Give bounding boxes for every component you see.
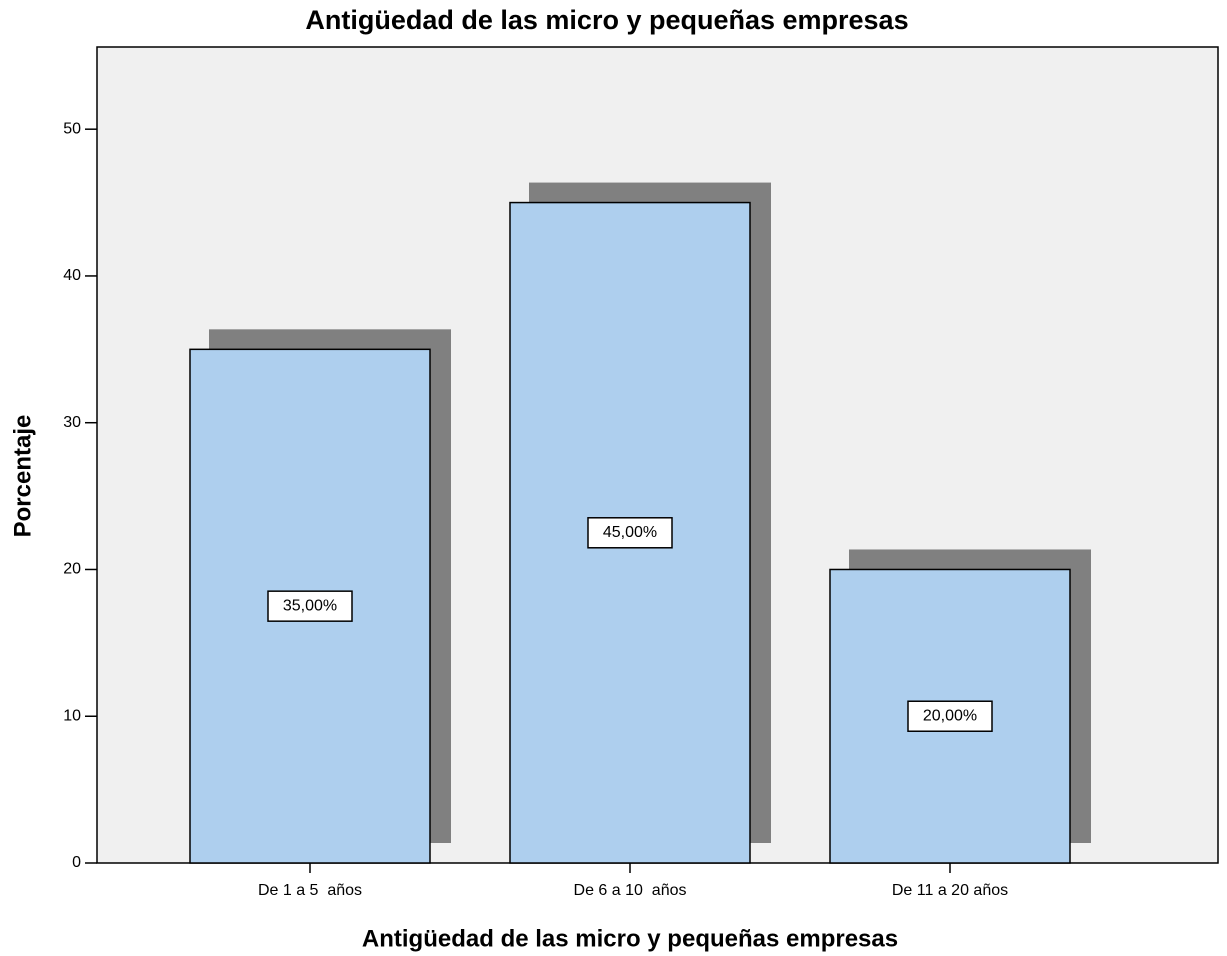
- value-label-box: [907, 700, 993, 732]
- x-tick-label: De 1 a 5 años: [258, 882, 362, 899]
- x-axis-title: Antigüedad de las micro y pequeñas empre…: [362, 925, 898, 952]
- y-tick-label: 20: [63, 561, 81, 578]
- y-tick-label: 50: [63, 120, 81, 137]
- value-label: 45,00%: [603, 524, 657, 541]
- value-label-box: [267, 590, 353, 622]
- y-tick-label: 0: [72, 854, 81, 871]
- y-axis-title: Porcentaje: [9, 415, 36, 538]
- value-label-box: [587, 517, 673, 549]
- y-tick-label: 10: [63, 707, 81, 724]
- chart-title: Antigüedad de las micro y pequeñas empre…: [305, 5, 908, 35]
- y-tick-label: 30: [63, 414, 81, 431]
- value-label: 35,00%: [283, 597, 337, 614]
- x-tick-label: De 11 a 20 años: [892, 882, 1008, 899]
- x-tick-label: De 6 a 10 años: [574, 882, 687, 899]
- y-tick-label: 40: [63, 267, 81, 284]
- value-label: 20,00%: [923, 707, 977, 724]
